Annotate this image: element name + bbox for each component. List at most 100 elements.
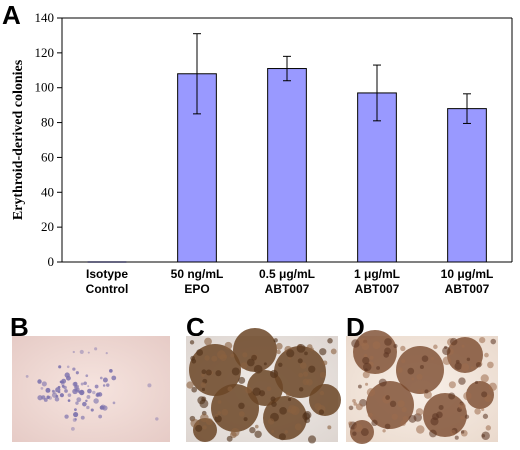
colony-cell — [327, 425, 332, 430]
cell — [102, 377, 108, 383]
colony-cell — [481, 431, 490, 440]
colony-cell — [319, 371, 326, 379]
colony-cell — [298, 387, 304, 392]
colony-cell — [275, 342, 283, 350]
colony-cell — [201, 387, 206, 392]
y-tick-label: 120 — [35, 45, 55, 60]
colony-cell — [217, 350, 226, 359]
cell — [66, 375, 71, 381]
colony-cell — [358, 337, 368, 347]
cell — [46, 395, 50, 399]
colony-cell — [417, 389, 421, 393]
colony-blob — [466, 381, 494, 409]
colony-blob — [233, 328, 277, 372]
colony-cell — [304, 351, 308, 356]
colony-cell — [204, 337, 212, 346]
colony-blob — [309, 384, 341, 416]
colony-cell — [369, 355, 374, 360]
colony-cell — [454, 435, 459, 440]
cell — [75, 401, 79, 405]
colony-cell — [251, 354, 258, 361]
y-tick-label: 60 — [41, 149, 54, 164]
colony-cell — [269, 369, 279, 379]
colony-cell — [307, 344, 313, 350]
colony-cell — [191, 358, 197, 364]
colony-cell — [308, 365, 316, 373]
colony-cell — [214, 415, 222, 423]
cell — [75, 371, 79, 375]
colony-blob — [366, 381, 414, 429]
cell — [40, 387, 44, 390]
colony-cell — [416, 425, 425, 434]
micrograph-c — [186, 328, 341, 444]
colony-cell — [186, 381, 194, 389]
colony-cell — [481, 391, 488, 398]
colony-cell — [199, 399, 209, 409]
colony-cell — [408, 415, 417, 423]
colony-cell — [215, 370, 222, 377]
colony-cell — [253, 364, 263, 374]
cell — [54, 396, 60, 402]
colony-cell — [200, 382, 206, 388]
x-tick-label: ABT007 — [445, 282, 490, 296]
cell — [72, 418, 77, 422]
colony-cell — [448, 392, 456, 400]
colony-cell — [299, 362, 307, 369]
colony-cell — [376, 366, 381, 370]
colony-cell — [348, 421, 353, 426]
colony-cell — [353, 402, 358, 406]
colony-cell — [322, 360, 328, 366]
cell — [37, 379, 42, 384]
colony-cell — [393, 344, 398, 349]
colony-cell — [278, 362, 283, 368]
bar — [447, 108, 487, 263]
cell — [51, 389, 55, 393]
cell — [85, 374, 89, 378]
colony-cell — [263, 362, 267, 366]
colony-cell — [296, 343, 306, 353]
cell — [55, 387, 61, 393]
bar-series — [87, 68, 487, 263]
colony-cell — [238, 411, 245, 417]
colony-cell — [442, 356, 452, 366]
colony-cell — [287, 397, 292, 402]
cell — [72, 388, 78, 395]
colony-cell — [482, 413, 489, 419]
colony-cell — [438, 404, 444, 410]
colony-cell — [481, 407, 485, 412]
colony-cell — [397, 367, 403, 373]
colony-cell — [362, 371, 370, 379]
colony-cell — [487, 361, 494, 369]
cell — [61, 378, 67, 384]
colony-cell — [436, 411, 443, 419]
cell — [87, 388, 92, 394]
colony-cell — [195, 424, 203, 432]
cell — [66, 365, 70, 369]
colony-cell — [360, 428, 369, 437]
cell — [147, 383, 152, 388]
colony-cell — [202, 425, 207, 430]
colony-cell — [246, 358, 255, 367]
colony-cell — [254, 424, 259, 429]
colony-cell — [227, 386, 233, 392]
y-tick-label: 20 — [41, 219, 54, 234]
colony-cell — [245, 386, 252, 394]
colony-cell — [230, 427, 240, 437]
colony-cell — [290, 406, 300, 416]
cell — [37, 395, 43, 401]
cell — [43, 398, 48, 402]
colony-cell — [230, 353, 235, 358]
colony-cell — [382, 429, 386, 433]
colony-cell — [484, 352, 489, 358]
cell — [109, 369, 113, 373]
colony-cell — [420, 389, 425, 394]
micrograph-d — [346, 330, 498, 444]
colony-cell — [285, 392, 291, 397]
colony-cell — [421, 355, 429, 363]
colony-cell — [226, 435, 233, 442]
colony-cell — [352, 399, 356, 403]
cell — [93, 398, 99, 404]
colony-cell — [366, 388, 376, 397]
colony-cell — [270, 396, 276, 402]
